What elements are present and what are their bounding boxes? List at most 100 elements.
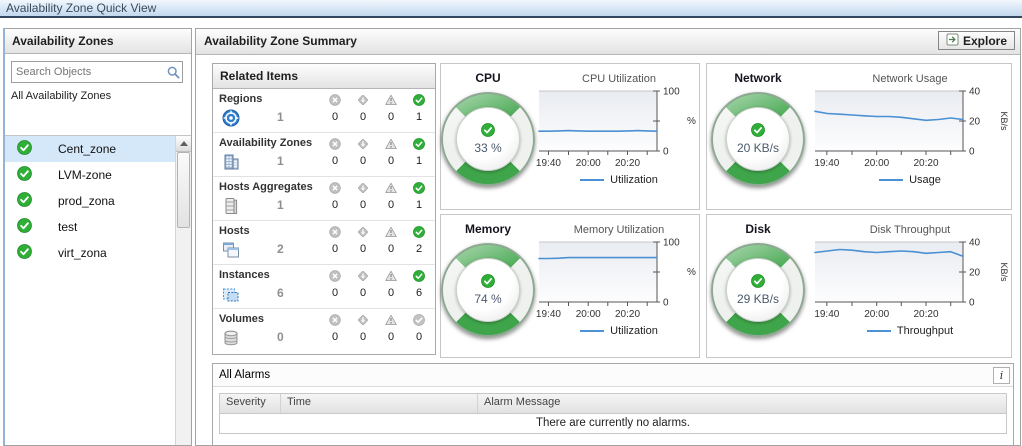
- related-item-statuses: 0 0 0 1: [321, 94, 433, 123]
- scroll-thumb[interactable]: [177, 152, 190, 228]
- fatal-status: 0: [321, 94, 349, 123]
- warning-icon: [385, 270, 397, 285]
- explore-icon: [946, 33, 959, 49]
- chart-column: Network Usage 40 20 0 KB/s 19:40 20:00 20:20 U…: [809, 64, 1011, 209]
- warning-icon: [385, 182, 397, 197]
- scrollbar[interactable]: [175, 136, 191, 445]
- warning-icon: [385, 138, 397, 153]
- summary-header: Availability Zone Summary Explore: [196, 29, 1020, 55]
- svg-text:19:40: 19:40: [536, 158, 561, 169]
- related-item-row[interactable]: Hosts 2 0 0 0 2: [213, 221, 435, 265]
- status-ok-icon: [17, 140, 32, 158]
- scroll-up-button[interactable]: [176, 136, 191, 152]
- metric-gauge: 29 KB/s: [711, 243, 805, 337]
- gauge-inner: 20 KB/s: [726, 107, 790, 171]
- normal-icon: [413, 314, 425, 329]
- status-count: 0: [359, 155, 367, 167]
- related-item-statuses: 0 0 0 6: [321, 270, 433, 299]
- normal-status: 6: [405, 270, 433, 299]
- normal-status: 1: [405, 182, 433, 211]
- svg-text:20:20: 20:20: [615, 309, 640, 320]
- svg-text:20:00: 20:00: [864, 158, 889, 169]
- gauge-inner: 29 KB/s: [726, 258, 790, 322]
- status-count: 0: [387, 243, 395, 255]
- related-item-row[interactable]: Regions 1 0 0 0 1: [213, 89, 435, 133]
- zone-name: prod_zona: [58, 194, 115, 208]
- availability-zones-panel: Availability Zones All Availability Zone…: [3, 28, 192, 446]
- critical-status: 0: [349, 94, 377, 123]
- sidebar-item-zone[interactable]: prod_zona: [5, 188, 176, 214]
- critical-status: 0: [349, 138, 377, 167]
- status-ok-icon: [17, 166, 32, 184]
- fatal-icon: [329, 138, 341, 153]
- chart-legend: Throughput: [809, 325, 1011, 337]
- gauge-column: CPU 33 %: [441, 64, 535, 209]
- status-ok-icon: [17, 218, 32, 236]
- explore-button[interactable]: Explore: [937, 31, 1015, 50]
- sidebar-item-zone[interactable]: virt_zona: [5, 240, 176, 266]
- metric-panel-cpu: CPU 33 % CPU Utilization 100 0% 19:40 20:00…: [440, 63, 700, 210]
- alarms-column-time[interactable]: Time: [281, 394, 478, 413]
- svg-text:0: 0: [663, 147, 669, 158]
- chart-column: CPU Utilization 100 0% 19:40 20:00 20:20 Uti…: [535, 64, 703, 209]
- chart-title: Memory Utilization: [573, 224, 665, 236]
- legend-line-icon: [580, 179, 605, 181]
- search-row: [5, 54, 191, 88]
- zone-name: test: [58, 220, 78, 234]
- normal-status: 2: [405, 226, 433, 255]
- status-count: 0: [331, 155, 339, 167]
- status-count: 2: [415, 243, 423, 255]
- summary-title: Availability Zone Summary: [204, 34, 357, 48]
- status-ok-icon: [751, 123, 765, 140]
- gauge-column: Disk 29 KB/s: [707, 215, 809, 357]
- status-count: 0: [415, 331, 423, 343]
- legend-line-icon: [580, 330, 605, 332]
- status-count: 0: [331, 111, 339, 123]
- critical-icon: [357, 315, 369, 329]
- legend-label: Throughput: [896, 325, 954, 337]
- status-count: 6: [415, 287, 423, 299]
- search-input[interactable]: [12, 64, 165, 80]
- critical-icon: [357, 227, 369, 241]
- warning-icon: [385, 94, 397, 109]
- svg-text:20:00: 20:00: [576, 309, 601, 320]
- alarms-column-alarm-message[interactable]: Alarm Message: [484, 396, 561, 408]
- sidebar-item-zone[interactable]: test: [5, 214, 176, 240]
- related-item-count: 1: [277, 198, 284, 212]
- regions-icon: [221, 108, 241, 131]
- svg-text:%: %: [687, 116, 696, 127]
- related-item-statuses: 0 0 0 2: [321, 226, 433, 255]
- related-item-count: 6: [277, 286, 284, 300]
- status-count: 0: [387, 287, 395, 299]
- related-item-row[interactable]: Volumes 0 0 0 0 0: [213, 309, 435, 352]
- volumes-icon: [221, 328, 241, 351]
- related-item-row[interactable]: Availability Zones 1 0 0 0 1: [213, 133, 435, 177]
- normal-status: 1: [405, 94, 433, 123]
- warning-status: 0: [377, 182, 405, 211]
- related-item-statuses: 0 0 0 0: [321, 314, 433, 343]
- fatal-icon: [329, 94, 341, 109]
- svg-text:19:40: 19:40: [814, 309, 839, 320]
- related-item-label: Instances: [219, 269, 270, 281]
- info-icon[interactable]: i: [993, 367, 1010, 384]
- metric-title: Disk: [745, 222, 771, 236]
- legend-label: Utilization: [610, 325, 658, 337]
- sidebar-item-zone[interactable]: LVM-zone: [5, 162, 176, 188]
- fatal-icon: [329, 182, 341, 197]
- alarms-column-severity[interactable]: Severity: [220, 394, 281, 413]
- status-count: 0: [387, 111, 395, 123]
- chart-title: Disk Throughput: [869, 224, 951, 236]
- explore-label: Explore: [962, 33, 1007, 48]
- fatal-status: 0: [321, 138, 349, 167]
- page-title: Availability Zone Quick View: [0, 0, 1022, 18]
- search-icon[interactable]: [165, 65, 182, 80]
- fatal-status: 0: [321, 314, 349, 343]
- metric-gauge: 20 KB/s: [711, 92, 805, 186]
- gauge-value: 74 %: [474, 292, 502, 306]
- status-count: 0: [331, 243, 339, 255]
- alarms-empty-message: There are currently no alarms.: [220, 414, 1006, 433]
- fatal-icon: [329, 270, 341, 285]
- related-item-row[interactable]: Instances 6 0 0 0 6: [213, 265, 435, 309]
- sidebar-item-zone[interactable]: Cent_zone: [5, 136, 176, 162]
- related-item-row[interactable]: Hosts Aggregates 1 0 0 0 1: [213, 177, 435, 221]
